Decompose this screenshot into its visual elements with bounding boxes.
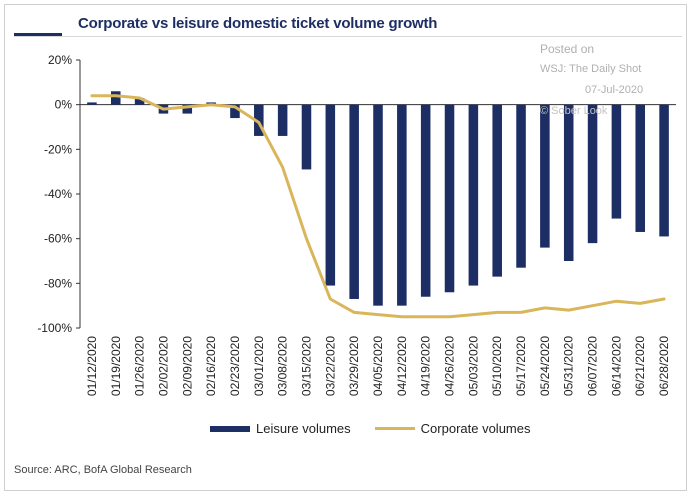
bar-leisure (659, 104, 669, 237)
bar-leisure (182, 104, 193, 114)
y-tick-label: -100% (37, 321, 72, 335)
x-tick-label: 03/01/2020 (252, 336, 266, 396)
legend-swatch-corporate (374, 427, 415, 430)
line-corporate (90, 94, 666, 319)
y-tick-label: -60% (44, 232, 72, 246)
y-tick-label: -80% (44, 276, 72, 290)
bar-leisure (444, 104, 455, 293)
bar-leisure (110, 91, 121, 105)
x-tick-label: 03/08/2020 (276, 336, 290, 396)
x-tick-label: 01/26/2020 (133, 336, 147, 396)
bar-leisure (349, 104, 359, 299)
x-tick-label: 05/03/2020 (466, 336, 480, 396)
legend-swatch-leisure (210, 425, 250, 432)
watermark-posted-on: Posted on (540, 42, 595, 56)
x-tick-label: 05/24/2020 (538, 336, 552, 396)
bar-leisure (134, 97, 145, 105)
watermark-source: WSJ: The Daily Shot (540, 63, 642, 75)
bar-leisure (468, 104, 479, 286)
bar-leisure (373, 104, 383, 306)
x-tick-label: 01/19/2020 (109, 336, 123, 396)
y-tick-label: 0% (55, 98, 73, 112)
x-tick-label: 06/07/2020 (586, 336, 600, 396)
watermark-copyright: © Sober Look (540, 105, 608, 117)
y-tick-label: -40% (44, 187, 72, 201)
legend-label-leisure: Leisure volumes (256, 421, 351, 436)
bar-leisure (635, 104, 646, 232)
title-divider (14, 36, 682, 37)
chart-legend: Leisure volumes Corporate volumes (210, 421, 530, 436)
bar-leisure (540, 104, 550, 248)
y-tick-label: 20% (48, 53, 72, 67)
legend-label-corporate: Corporate volumes (420, 421, 531, 436)
bar-leisure (230, 104, 240, 119)
bar-leisure (397, 104, 407, 306)
x-tick-label: 04/26/2020 (443, 336, 457, 396)
watermark-date: 07-Jul-2020 (585, 84, 644, 96)
x-tick-label: 06/21/2020 (633, 336, 647, 396)
x-tick-label: 05/31/2020 (562, 336, 576, 396)
bar-leisure (325, 104, 336, 286)
bar-leisure (587, 104, 598, 244)
bar-leisure (87, 102, 97, 105)
bar-leisure (254, 104, 264, 136)
x-tick-label: 06/14/2020 (609, 336, 623, 396)
x-tick-label: 02/23/2020 (228, 336, 242, 396)
title-accent-bar (14, 33, 62, 36)
x-tick-label: 03/22/2020 (323, 336, 337, 396)
x-tick-label: 04/05/2020 (371, 336, 385, 396)
chart-title: Corporate vs leisure domestic ticket vol… (78, 15, 438, 32)
x-tick-label: 03/15/2020 (299, 336, 313, 396)
bar-leisure (563, 104, 574, 262)
x-tick-label: 01/12/2020 (85, 336, 99, 396)
x-tick-label: 02/02/2020 (156, 336, 170, 396)
x-tick-label: 05/17/2020 (514, 336, 528, 396)
x-tick-label: 05/10/2020 (490, 336, 504, 396)
bar-leisure (277, 104, 288, 136)
y-tick-label: -20% (44, 142, 72, 156)
bar-leisure (492, 104, 502, 277)
x-tick-label: 02/16/2020 (204, 336, 218, 396)
bar-leisure (420, 104, 431, 297)
bar-leisure (516, 104, 526, 268)
bar-leisure (611, 104, 622, 219)
bar-leisure (301, 104, 312, 170)
x-tick-label: 04/19/2020 (419, 336, 433, 396)
source-note: Source: ARC, BofA Global Research (14, 464, 192, 476)
x-tick-label: 03/29/2020 (347, 336, 361, 396)
x-tick-label: 06/28/2020 (657, 336, 671, 396)
x-tick-label: 04/12/2020 (395, 336, 409, 396)
x-tick-label: 02/09/2020 (180, 336, 194, 396)
